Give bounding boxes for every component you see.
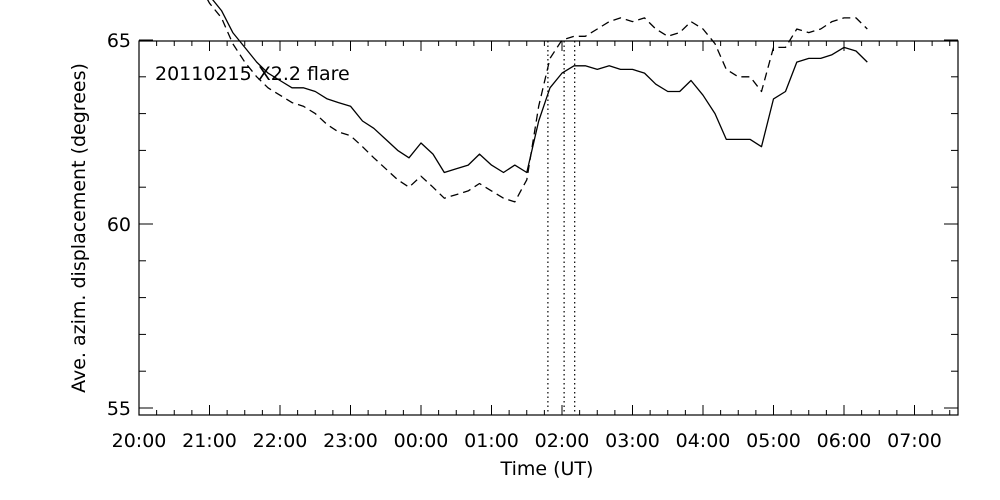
x-tick-label: 06:00	[817, 430, 872, 452]
x-tick-label: 02:00	[535, 430, 590, 452]
y-axis-ticks: 55606570	[107, 30, 958, 420]
x-tick-label: 07:00	[887, 430, 942, 452]
x-tick-label: 20:00	[112, 430, 167, 452]
x-axis-title: Time (UT)	[500, 458, 594, 480]
y-tick-label: 65	[107, 30, 131, 52]
marker-lines	[547, 41, 576, 415]
y-axis-title: Ave. azim. displacement (degrees)	[68, 63, 90, 393]
y-tick-label: 55	[107, 398, 131, 420]
series-line-dashed	[207, 0, 868, 203]
y-tick-label: 60	[107, 214, 131, 236]
x-tick-label: 00:00	[394, 430, 449, 452]
x-tick-label: 22:00	[253, 430, 308, 452]
chart-annotation: 20110215 X2.2 flare	[155, 63, 350, 85]
x-tick-label: 23:00	[323, 430, 378, 452]
series-line-solid	[212, 0, 868, 174]
plot-frame	[138, 40, 959, 416]
x-tick-label: 04:00	[676, 430, 731, 452]
x-tick-label: 21:00	[182, 430, 237, 452]
x-tick-label: 03:00	[605, 430, 660, 452]
series-layer	[207, 0, 868, 203]
x-tick-label: 01:00	[464, 430, 519, 452]
x-axis-ticks: 20:00 21:00 22:00 23:00 00:00 01:00 02:00 03:00…	[112, 41, 951, 452]
x-tick-label: 05:00	[746, 430, 801, 452]
